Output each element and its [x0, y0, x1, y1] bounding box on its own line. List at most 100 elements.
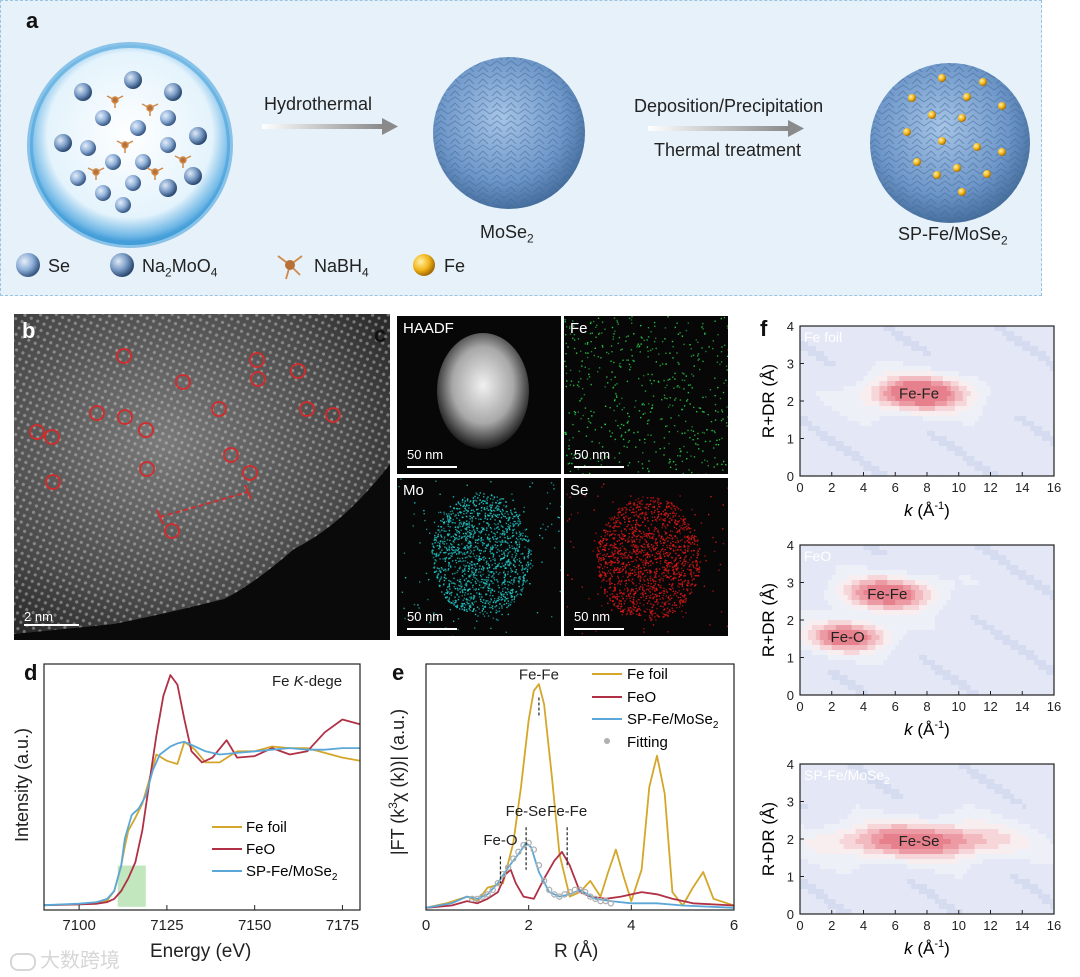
- signal-dot: [467, 531, 469, 533]
- signal-dot: [624, 557, 626, 559]
- signal-dot: [673, 573, 675, 575]
- signal-dot: [645, 507, 647, 509]
- signal-dot: [487, 570, 489, 572]
- signal-dot: [597, 554, 599, 556]
- signal-dot: [648, 589, 650, 592]
- signal-dot: [513, 596, 516, 599]
- signal-dot: [466, 520, 468, 522]
- signal-dot: [620, 600, 622, 602]
- signal-dot: [640, 551, 642, 553]
- signal-dot: [620, 602, 622, 605]
- signal-dot: [691, 561, 694, 564]
- heatmap-cell: [887, 456, 892, 462]
- signal-dot: [486, 545, 488, 547]
- signal-dot: [614, 384, 616, 386]
- signal-dot: [494, 562, 496, 565]
- heatmap-cell: [827, 471, 833, 477]
- signal-dot: [486, 612, 488, 614]
- signal-dot: [498, 586, 500, 589]
- signal-dot: [648, 533, 650, 535]
- signal-dot: [606, 572, 609, 574]
- signal-dot: [621, 553, 623, 555]
- signal-dot: [654, 555, 656, 558]
- signal-dot: [514, 561, 516, 563]
- signal-dot: [679, 455, 681, 457]
- signal-dot: [503, 551, 505, 553]
- signal-dot: [465, 608, 468, 611]
- signal-dot: [486, 567, 489, 570]
- signal-dot: [695, 339, 697, 341]
- signal-dot: [684, 523, 686, 525]
- heatmap-cell: [907, 451, 912, 457]
- signal-dot: [667, 555, 669, 557]
- signal-dot: [637, 568, 640, 570]
- heatmap-cell: [855, 436, 861, 442]
- signal-dot: [461, 608, 463, 610]
- signal-dot: [449, 565, 452, 567]
- signal-dot: [605, 538, 607, 540]
- signal-dot: [455, 606, 458, 609]
- signal-dot: [610, 378, 612, 381]
- heatmap-cell: [923, 421, 928, 427]
- signal-dot: [649, 532, 651, 534]
- heatmap-cell: [895, 441, 900, 447]
- signal-dot: [494, 514, 496, 516]
- signal-dot: [473, 608, 475, 611]
- legend-sp-fe-mose2: SP-Fe/MoSe2: [246, 863, 338, 883]
- heatmap-cell: [843, 391, 849, 397]
- heatmap-cell: [867, 371, 873, 377]
- signal-dot: [440, 567, 443, 569]
- signal-dot: [655, 601, 657, 603]
- signal-dot: [491, 605, 494, 607]
- heatmap-cell: [907, 446, 912, 452]
- heatmap-cell: [831, 411, 837, 417]
- signal-dot: [669, 466, 672, 468]
- signal-dot: [582, 388, 584, 390]
- signal-dot: [670, 534, 672, 536]
- signal-dot: [443, 513, 445, 515]
- heatmap-cell: [915, 426, 920, 432]
- signal-dot: [658, 592, 661, 594]
- signal-dot: [690, 556, 692, 559]
- signal-dot: [505, 602, 508, 605]
- heatmap-cell: [938, 431, 944, 437]
- signal-dot: [683, 388, 685, 390]
- signal-dot: [492, 558, 494, 561]
- signal-dot: [499, 520, 501, 523]
- signal-dot: [658, 519, 661, 521]
- signal-dot: [596, 547, 599, 549]
- signal-dot: [458, 553, 460, 555]
- signal-dot: [669, 565, 671, 567]
- signal-dot: [622, 593, 624, 595]
- heatmap-cell: [819, 451, 825, 457]
- signal-dot: [603, 571, 605, 574]
- heatmap-cell: [899, 451, 904, 457]
- signal-dot: [649, 537, 651, 539]
- signal-dot: [672, 505, 675, 508]
- signal-dot: [475, 610, 477, 612]
- signal-dot: [609, 597, 611, 600]
- signal-dot: [672, 590, 674, 592]
- heatmap-cell: [911, 406, 916, 412]
- signal-dot: [641, 384, 643, 387]
- signal-dot: [610, 534, 612, 536]
- signal-dot: [465, 577, 467, 580]
- heatmap-cell: [863, 416, 869, 422]
- heatmap-cell: [934, 411, 940, 417]
- signal-dot: [523, 511, 525, 513]
- heatmap-cell: [934, 331, 940, 337]
- heatmap-cell: [803, 381, 809, 387]
- signal-dot: [568, 462, 571, 464]
- signal-dot: [646, 536, 648, 538]
- signal-dot: [484, 582, 487, 584]
- signal-dot: [499, 533, 502, 535]
- signal-dot: [617, 577, 620, 579]
- heatmap-cell: [871, 376, 877, 382]
- signal-dot: [505, 598, 508, 600]
- heatmap-cell: [827, 396, 833, 402]
- signal-dot: [645, 553, 647, 556]
- heatmap-cell: [811, 326, 817, 332]
- signal-dot: [513, 528, 516, 531]
- signal-dot: [672, 461, 675, 463]
- signal-dot: [625, 507, 627, 509]
